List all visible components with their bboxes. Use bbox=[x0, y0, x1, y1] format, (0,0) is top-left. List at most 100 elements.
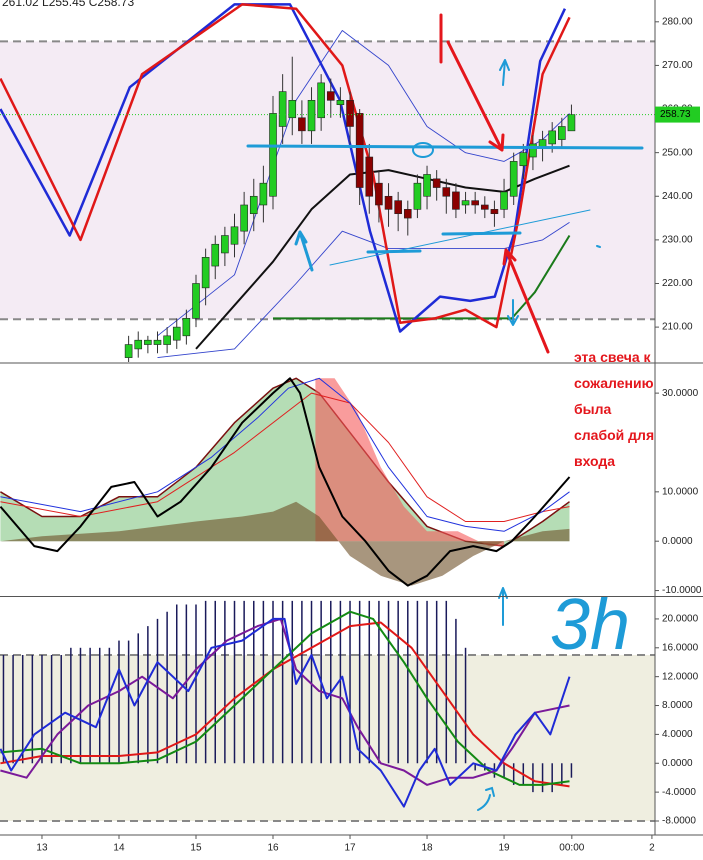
x-tick-label: 19 bbox=[498, 843, 510, 854]
drawn-arrow bbox=[507, 299, 519, 326]
candle-body bbox=[509, 161, 518, 197]
y-tick-label: 240.00 bbox=[662, 191, 693, 202]
y-tick-label: -8.0000 bbox=[662, 816, 696, 827]
drawn-dot bbox=[596, 245, 601, 248]
candle-body bbox=[432, 178, 441, 188]
indicator-line bbox=[0, 610, 570, 786]
y-tick-label: 270.00 bbox=[662, 60, 693, 71]
candle-body bbox=[490, 209, 499, 215]
candle-body bbox=[192, 283, 200, 319]
indicator-line bbox=[0, 377, 570, 532]
y-tick-label: 10.0000 bbox=[662, 486, 699, 497]
annotation-line: была bbox=[574, 401, 611, 417]
drawn-arrow bbox=[477, 786, 495, 811]
drawn-arrow bbox=[446, 40, 505, 152]
candle-body bbox=[269, 113, 277, 197]
x-tick-label: 18 bbox=[421, 843, 433, 854]
candle-body bbox=[548, 130, 556, 145]
candle-body bbox=[500, 191, 508, 210]
x-tick-label: 15 bbox=[190, 843, 202, 854]
candle-body bbox=[442, 187, 451, 197]
candle-body bbox=[365, 156, 374, 197]
last-price-box bbox=[655, 106, 700, 123]
indicator-line bbox=[273, 234, 571, 320]
x-tick-label: 00:00 bbox=[559, 843, 584, 854]
y-tick-label: 20.0000 bbox=[662, 614, 699, 625]
drawings bbox=[246, 59, 644, 811]
candle-body bbox=[452, 191, 460, 210]
x-tick-label: 2 bbox=[649, 843, 655, 854]
candle-body bbox=[163, 335, 171, 345]
annotation-line: слабой для bbox=[574, 427, 654, 443]
candle-body bbox=[134, 339, 143, 350]
panes bbox=[0, 3, 655, 822]
indicator-line bbox=[0, 617, 570, 786]
shaded-band bbox=[0, 41, 655, 320]
candle-body bbox=[298, 117, 306, 132]
candle-body bbox=[144, 339, 152, 345]
drawn-arrow bbox=[502, 248, 550, 354]
drawn-line bbox=[246, 144, 644, 150]
candle-body bbox=[307, 100, 316, 132]
candle-body bbox=[172, 326, 181, 341]
y-tick-label: 12.0000 bbox=[662, 671, 699, 682]
y-tick-label: 4.0000 bbox=[662, 729, 693, 740]
candle-body bbox=[221, 235, 229, 254]
drawn-line bbox=[329, 209, 591, 266]
candle-body bbox=[519, 152, 528, 167]
handwritten-note: 3h bbox=[550, 585, 630, 665]
y-tick-label: 210.00 bbox=[662, 322, 693, 333]
y-tick-label: 16.0000 bbox=[662, 642, 699, 653]
candle-body bbox=[211, 243, 220, 267]
annotation-line: эта свеча к bbox=[574, 349, 652, 365]
pane bbox=[0, 3, 655, 362]
candle-body bbox=[355, 113, 364, 188]
area bbox=[0, 501, 570, 586]
candle-body bbox=[230, 226, 239, 245]
candle-body bbox=[375, 182, 383, 206]
candle-body bbox=[182, 318, 191, 337]
indicator-line bbox=[0, 3, 567, 333]
y-tick-label: 230.00 bbox=[662, 235, 693, 246]
area bbox=[315, 378, 505, 547]
candle-body bbox=[288, 100, 297, 119]
y-tick-label: 280.00 bbox=[662, 16, 693, 27]
drawn-arrow bbox=[294, 230, 314, 272]
indicator-line bbox=[0, 392, 570, 522]
indicator-line bbox=[0, 377, 571, 587]
candle-body bbox=[413, 182, 422, 210]
y-tick-label: 30.0000 bbox=[662, 388, 699, 399]
candle-body bbox=[259, 182, 268, 206]
last-price-label: 258.73 bbox=[660, 109, 691, 120]
y-tick-label: 220.00 bbox=[662, 278, 693, 289]
candle-body bbox=[201, 257, 210, 289]
candle-body bbox=[481, 204, 489, 210]
y-tick-label: 250.00 bbox=[662, 147, 693, 158]
drawn-arrow bbox=[499, 59, 510, 86]
drawn-line bbox=[441, 231, 522, 236]
annotation-line: сожалению bbox=[574, 375, 654, 391]
candle-body bbox=[153, 339, 162, 345]
drawn-ellipse bbox=[412, 142, 434, 158]
candle-body bbox=[384, 195, 393, 210]
indicator-line bbox=[0, 617, 571, 808]
candle-body bbox=[240, 204, 248, 232]
candle-body bbox=[317, 82, 325, 119]
pane bbox=[0, 377, 571, 587]
x-tick-label: 14 bbox=[113, 843, 125, 854]
candle-body bbox=[249, 195, 258, 215]
indicator-line bbox=[0, 621, 570, 788]
candle-body bbox=[558, 126, 566, 140]
y-tick-label: 0.0000 bbox=[662, 536, 693, 547]
candle-body bbox=[529, 143, 537, 158]
y-tick-label: -10.0000 bbox=[662, 585, 702, 596]
pane bbox=[0, 600, 655, 822]
y-tick-label: 0.0000 bbox=[662, 758, 693, 769]
y-tick-label: 8.0000 bbox=[662, 700, 693, 711]
candle-body bbox=[346, 100, 354, 127]
candle-body bbox=[423, 174, 431, 197]
candle-body bbox=[394, 200, 402, 215]
candle-body bbox=[403, 209, 412, 219]
y-tick-label: -4.0000 bbox=[662, 787, 696, 798]
